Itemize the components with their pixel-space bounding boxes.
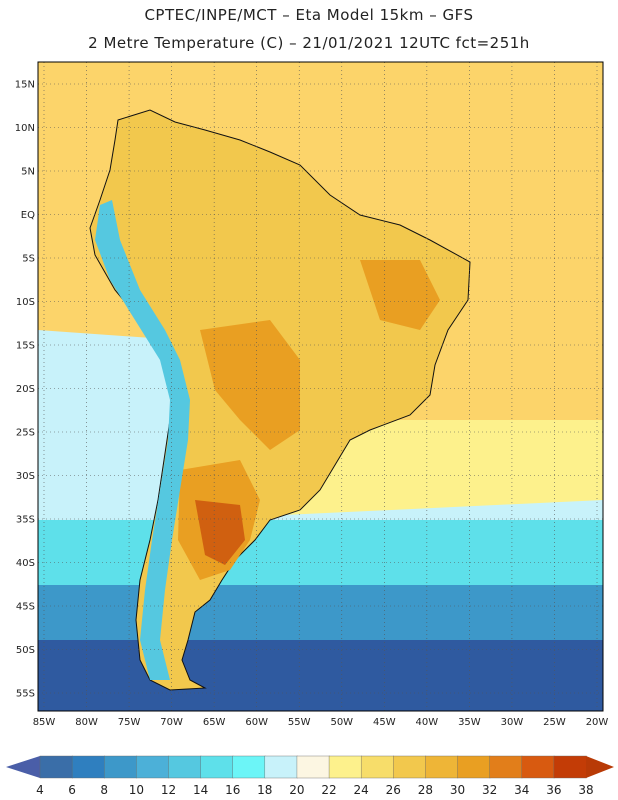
- lon-label: 50W: [330, 717, 353, 728]
- lat-label: 10N: [15, 123, 35, 134]
- colorbar-tick-label: 32: [482, 783, 497, 797]
- hot-region-interior: [200, 320, 300, 450]
- lat-label: 5N: [21, 167, 35, 178]
- colorbar-swatch: [200, 755, 234, 779]
- colorbar-swatch: [296, 755, 330, 779]
- lon-label: 80W: [75, 717, 98, 728]
- colorbar-tick-label: 30: [450, 783, 465, 797]
- colorbar-swatch: [136, 755, 170, 779]
- colorbar-swatch: [264, 755, 298, 779]
- lon-label: 65W: [203, 717, 226, 728]
- lon-label: 55W: [288, 717, 311, 728]
- colorbar-swatch: [71, 755, 105, 779]
- lat-label: 30S: [16, 471, 35, 482]
- colorbar-tick-label: 28: [418, 783, 433, 797]
- lat-label: EQ: [21, 210, 35, 221]
- colorbar-swatch: [232, 755, 266, 779]
- lat-label: 5S: [22, 254, 35, 265]
- longitude-labels: 85W 80W 75W 70W 65W 60W 55W 50W 45W 40W 35W 30W 25W 2…: [33, 717, 609, 728]
- colorbar-swatch: [457, 755, 491, 779]
- hottest-region: [195, 500, 245, 565]
- chart-title-line1: CPTEC/INPE/MCT – Eta Model 15km – GFS: [144, 6, 474, 24]
- lon-label: 20W: [586, 717, 609, 728]
- colorbar-swatch: [553, 755, 587, 779]
- ocean-colder-band: [38, 585, 603, 645]
- colorbar-tick-labels: 4 6 8 10 12 14 16 18 20 22 24 26 28 30 32 34 36 38: [36, 783, 593, 797]
- lon-label: 75W: [118, 717, 141, 728]
- lat-label: 15S: [16, 341, 35, 352]
- andes-cold-band: [95, 200, 190, 680]
- ocean-cold-band: [38, 520, 603, 590]
- lon-label: 60W: [245, 717, 268, 728]
- lat-label: 10S: [16, 297, 35, 308]
- colorbar-swatch: [489, 755, 523, 779]
- colorbar-swatch: [521, 755, 555, 779]
- colorbar-tick-label: 20: [289, 783, 304, 797]
- colorbar-tick-label: 24: [354, 783, 369, 797]
- lat-label: 25S: [16, 428, 35, 439]
- lat-label: 20S: [16, 384, 35, 395]
- lon-label: 70W: [160, 717, 183, 728]
- colorbar-swatch: [104, 755, 138, 779]
- lon-label: 35W: [458, 717, 481, 728]
- map-field: [38, 62, 603, 711]
- colorbar-tick-label: 38: [578, 783, 593, 797]
- latitude-labels: 15N 10N 5N EQ 5S 10S 15S 20S 25S 30S 35S 40S 45S 50S 5…: [15, 80, 35, 700]
- colorbar-tick-label: 36: [546, 783, 561, 797]
- colorbar-tick-label: 12: [161, 783, 176, 797]
- lat-label: 15N: [15, 80, 35, 91]
- chart-title-line2: 2 Metre Temperature (C) – 21/01/2021 12U…: [88, 34, 530, 52]
- colorbar-swatches: [39, 755, 587, 779]
- colorbar-tick-label: 10: [129, 783, 144, 797]
- colorbar-tick-label: 8: [100, 783, 108, 797]
- lat-label: 35S: [16, 515, 35, 526]
- colorbar-swatch: [393, 755, 427, 779]
- colorbar-swatch: [328, 755, 362, 779]
- colorbar-swatch: [39, 755, 73, 779]
- lon-label: 45W: [373, 717, 396, 728]
- lon-label: 40W: [416, 717, 439, 728]
- colorbar-tick-label: 4: [36, 783, 44, 797]
- colorbar-tick-label: 34: [514, 783, 529, 797]
- lat-label: 55S: [16, 689, 35, 700]
- lon-label: 85W: [33, 717, 56, 728]
- colorbar-swatch: [168, 755, 202, 779]
- colorbar-swatch: [425, 755, 459, 779]
- colorbar-swatch: [360, 755, 394, 779]
- lon-label: 30W: [501, 717, 524, 728]
- colorbar-tick-label: 16: [225, 783, 240, 797]
- colorbar: 4 6 8 10 12 14 16 18 20 22 24 26 28 30 32 34 36 38: [6, 755, 614, 797]
- colorbar-tick-label: 14: [193, 783, 208, 797]
- lat-label: 45S: [16, 602, 35, 613]
- colorbar-tick-label: 6: [68, 783, 76, 797]
- colorbar-tick-label: 18: [257, 783, 272, 797]
- hot-region-northeast: [360, 260, 440, 330]
- colorbar-tick-label: 22: [321, 783, 336, 797]
- lon-label: 25W: [543, 717, 566, 728]
- ocean-coldest-band: [38, 640, 603, 711]
- lat-label: 50S: [16, 645, 35, 656]
- lat-lon-gridlines: [38, 62, 603, 711]
- colorbar-high-arrow: [586, 756, 614, 778]
- lat-label: 40S: [16, 558, 35, 569]
- colorbar-low-arrow: [6, 756, 40, 778]
- colorbar-tick-label: 26: [386, 783, 401, 797]
- map-frame: [37, 61, 604, 712]
